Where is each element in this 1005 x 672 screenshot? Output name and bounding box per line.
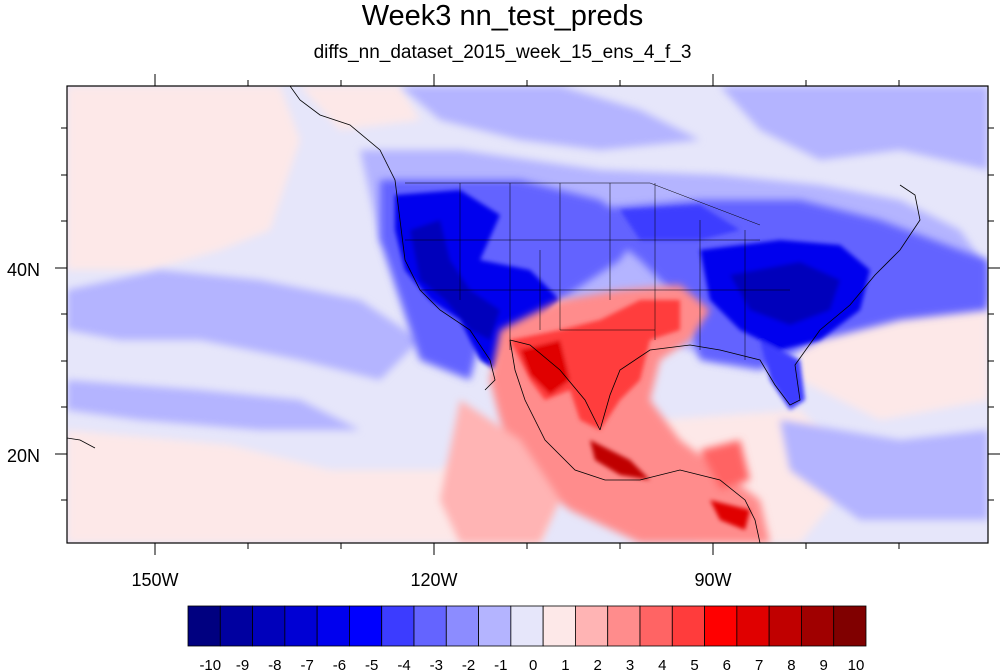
colorbar-label: -1: [494, 657, 507, 672]
map-title: Week3 nn_test_preds: [361, 0, 644, 32]
negative-strong-east: [620, 205, 870, 410]
colorbar-label: -6: [333, 657, 346, 672]
colorbar-label: 4: [658, 657, 666, 672]
colorbar-label: 1: [561, 657, 569, 672]
state-borders: [405, 182, 790, 360]
y-tick-label-40n: 40N: [7, 260, 40, 280]
colorbar-swatch: [607, 605, 641, 647]
colorbar-label: 7: [755, 657, 763, 672]
x-tick-label-120w: 120W: [410, 570, 457, 590]
colorbar-swatch: [510, 605, 544, 647]
colorbar-swatch: [478, 605, 512, 647]
colorbar-label: -8: [268, 657, 281, 672]
colorbar-swatch: [381, 605, 415, 647]
colorbar-label: -7: [300, 657, 313, 672]
colorbar-swatch: [187, 605, 221, 647]
colorbar-swatch: [639, 605, 673, 647]
colorbar-label: 6: [723, 657, 731, 672]
contour-field: [67, 86, 988, 543]
colorbar-label: 0: [529, 657, 537, 672]
colorbar-label: -4: [397, 657, 410, 672]
colorbar-swatch: [219, 605, 253, 647]
colorbar-swatch: [349, 605, 383, 647]
colorbar-swatch: [704, 605, 738, 647]
colorbar-label: 8: [787, 657, 795, 672]
colorbar-swatch: [284, 605, 318, 647]
colorbar-swatch: [833, 605, 867, 647]
colorbar-label: 10: [848, 657, 865, 672]
colorbar-label: -3: [430, 657, 443, 672]
positive-strong-anomalies: [510, 300, 750, 530]
map-subtitle: diffs_nn_dataset_2015_week_15_ens_4_f_3: [313, 42, 692, 63]
colorbar-swatch: [252, 605, 286, 647]
colorbar-swatch: [445, 605, 479, 647]
colorbar-label: -10: [199, 657, 221, 672]
colorbar-swatch: [768, 605, 802, 647]
coastlines: [67, 86, 921, 543]
colorbar-swatch: [671, 605, 705, 647]
colorbar-swatch: [801, 605, 835, 647]
axis-ticks: [55, 74, 1000, 555]
x-tick-label-150w: 150W: [131, 570, 178, 590]
colorbar-label: 2: [594, 657, 602, 672]
colorbar-swatch: [575, 605, 609, 647]
colorbar-label: 5: [690, 657, 698, 672]
x-tick-label-90w: 90W: [694, 570, 731, 590]
colorbar-label: -5: [365, 657, 378, 672]
colorbar-swatch: [413, 605, 447, 647]
colorbar: -10 -9 -8 -7 -6 -5 -4 -3 -2 -1 0 1 2 3 4 5 6 7 8 9 10: [187, 605, 867, 672]
colorbar-swatch: [542, 605, 576, 647]
colorbar-label: -2: [462, 657, 475, 672]
colorbar-swatch: [736, 605, 770, 647]
colorbar-swatch: [316, 605, 350, 647]
colorbar-label: 9: [820, 657, 828, 672]
y-tick-label-20n: 20N: [7, 446, 40, 466]
colorbar-label: -9: [236, 657, 249, 672]
colorbar-label: 3: [626, 657, 634, 672]
